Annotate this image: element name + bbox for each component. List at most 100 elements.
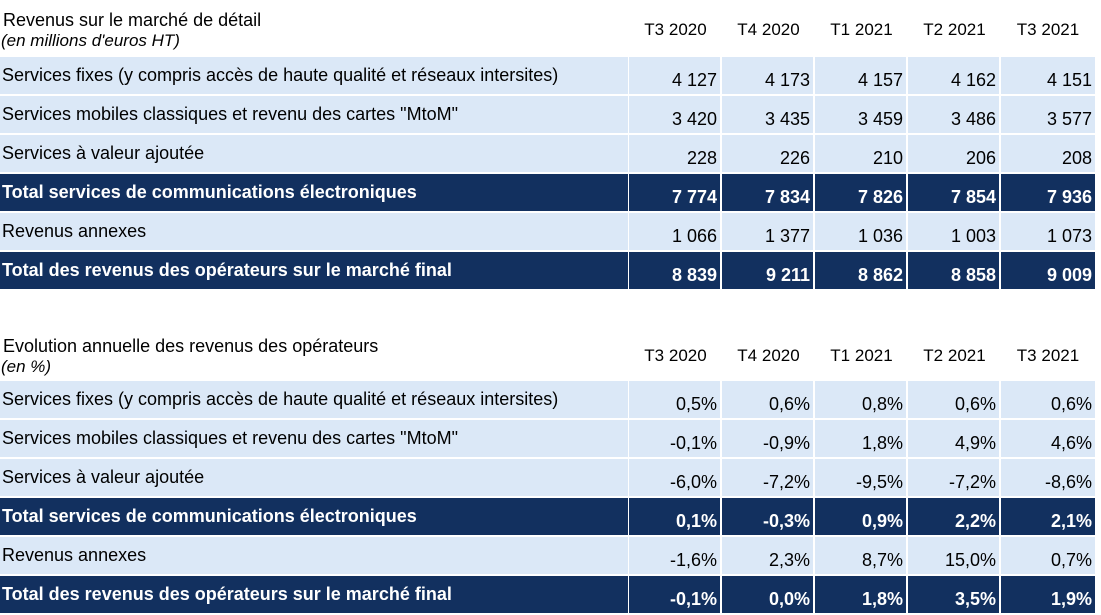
- table-subtitle: (en millions d'euros HT): [1, 30, 180, 50]
- row-label: Total services de communications électro…: [0, 498, 629, 537]
- row-label: Services à valeur ajoutée: [0, 459, 629, 498]
- cell-value: 7 826: [815, 174, 908, 213]
- column-header: T4 2020: [722, 2, 815, 57]
- column-header: T1 2021: [815, 2, 908, 57]
- cell-value: 0,1%: [629, 498, 722, 537]
- cell-value: 9 211: [722, 252, 815, 291]
- table-title: Revenus sur le marché de détail: [3, 9, 262, 30]
- table-row: Services à valeur ajoutée 228 226 210 206 208: [0, 135, 1095, 174]
- cell-value: 0,6%: [722, 381, 815, 420]
- table-header-row: Evolution annuelle des revenus des opéra…: [0, 330, 1095, 381]
- table-row: Services fixes (y compris accès de haute…: [0, 381, 1095, 420]
- column-header: T2 2021: [908, 330, 1001, 381]
- table-title: Evolution annuelle des revenus des opéra…: [3, 335, 379, 356]
- cell-value: 15,0%: [908, 537, 1001, 576]
- cell-value: 1,8%: [815, 420, 908, 459]
- cell-value: 8 858: [908, 252, 1001, 291]
- cell-value: 1 036: [815, 213, 908, 252]
- cell-value: 0,6%: [908, 381, 1001, 420]
- cell-value: 226: [722, 135, 815, 174]
- row-label: Revenus annexes: [0, 213, 629, 252]
- table-row: Total des revenus des opérateurs sur le …: [0, 252, 1095, 291]
- table-row: Total des revenus des opérateurs sur le …: [0, 576, 1095, 615]
- row-label: Services à valeur ajoutée: [0, 135, 629, 174]
- cell-value: 0,0%: [722, 576, 815, 615]
- cell-value: 210: [815, 135, 908, 174]
- cell-value: 9 009: [1001, 252, 1095, 291]
- cell-value: 4,9%: [908, 420, 1001, 459]
- column-header: T3 2020: [629, 2, 722, 57]
- cell-value: 0,9%: [815, 498, 908, 537]
- cell-value: 7 834: [722, 174, 815, 213]
- cell-value: 206: [908, 135, 1001, 174]
- cell-value: 3 459: [815, 96, 908, 135]
- cell-value: 0,7%: [1001, 537, 1095, 576]
- cell-value: 3 435: [722, 96, 815, 135]
- row-label: Services mobiles classiques et revenu de…: [0, 420, 629, 459]
- cell-value: 2,1%: [1001, 498, 1095, 537]
- row-label: Total des revenus des opérateurs sur le …: [0, 576, 629, 615]
- evolution-table-body: Evolution annuelle des revenus des opéra…: [0, 330, 1095, 615]
- cell-value: 8,7%: [815, 537, 908, 576]
- cell-value: 228: [629, 135, 722, 174]
- cell-value: -6,0%: [629, 459, 722, 498]
- cell-value: 3,5%: [908, 576, 1001, 615]
- revenue-table: Revenus sur le marché de détail (en milli…: [0, 2, 1095, 291]
- row-label: Total des revenus des opérateurs sur le …: [0, 252, 629, 291]
- table-row: Revenus annexes -1,6% 2,3% 8,7% 15,0% 0,7%: [0, 537, 1095, 576]
- cell-value: 0,6%: [1001, 381, 1095, 420]
- cell-value: 3 486: [908, 96, 1001, 135]
- row-label: Services fixes (y compris accès de haute…: [0, 57, 629, 96]
- cell-value: 2,2%: [908, 498, 1001, 537]
- cell-value: -8,6%: [1001, 459, 1095, 498]
- cell-value: 7 854: [908, 174, 1001, 213]
- cell-value: -7,2%: [908, 459, 1001, 498]
- cell-value: 4 127: [629, 57, 722, 96]
- cell-value: 8 839: [629, 252, 722, 291]
- table-row: Services fixes (y compris accès de haute…: [0, 57, 1095, 96]
- cell-value: -0,9%: [722, 420, 815, 459]
- cell-value: 2,3%: [722, 537, 815, 576]
- column-header: T2 2021: [908, 2, 1001, 57]
- column-header: T4 2020: [722, 330, 815, 381]
- cell-value: 1,9%: [1001, 576, 1095, 615]
- cell-value: 208: [1001, 135, 1095, 174]
- column-header: T3 2021: [1001, 2, 1095, 57]
- cell-value: 0,8%: [815, 381, 908, 420]
- table-row: Revenus annexes 1 066 1 377 1 036 1 003 1 073: [0, 213, 1095, 252]
- table-header-row: Revenus sur le marché de détail (en milli…: [0, 2, 1095, 57]
- table-row: Services mobiles classiques et revenu de…: [0, 420, 1095, 459]
- evolution-table: Evolution annuelle des revenus des opéra…: [0, 330, 1095, 615]
- table-subtitle: (en %): [1, 356, 52, 376]
- cell-value: 1 377: [722, 213, 815, 252]
- table-row: Total services de communications électro…: [0, 498, 1095, 537]
- cell-value: 4,6%: [1001, 420, 1095, 459]
- table-row: Services à valeur ajoutée -6,0% -7,2% -9,5%…: [0, 459, 1095, 498]
- cell-value: 4 173: [722, 57, 815, 96]
- cell-value: 8 862: [815, 252, 908, 291]
- cell-value: 1 073: [1001, 213, 1095, 252]
- cell-value: 1 066: [629, 213, 722, 252]
- cell-value: -0,3%: [722, 498, 815, 537]
- row-label: Services mobiles classiques et revenu de…: [0, 96, 629, 135]
- column-header: T3 2021: [1001, 330, 1095, 381]
- cell-value: -7,2%: [722, 459, 815, 498]
- cell-value: 3 420: [629, 96, 722, 135]
- row-label: Services fixes (y compris accès de haute…: [0, 381, 629, 420]
- cell-value: 0,5%: [629, 381, 722, 420]
- revenue-table-body: Revenus sur le marché de détail (en milli…: [0, 2, 1095, 291]
- cell-value: -1,6%: [629, 537, 722, 576]
- cell-value: -9,5%: [815, 459, 908, 498]
- cell-value: 4 151: [1001, 57, 1095, 96]
- row-label: Revenus annexes: [0, 537, 629, 576]
- table-row: Total services de communications électro…: [0, 174, 1095, 213]
- table-row: Services mobiles classiques et revenu de…: [0, 96, 1095, 135]
- cell-value: -0,1%: [629, 420, 722, 459]
- cell-value: 3 577: [1001, 96, 1095, 135]
- cell-value: 4 162: [908, 57, 1001, 96]
- table-title-cell: Evolution annuelle des revenus des opéra…: [0, 330, 629, 381]
- table-title-cell: Revenus sur le marché de détail (en milli…: [0, 2, 629, 57]
- cell-value: 7 936: [1001, 174, 1095, 213]
- cell-value: 7 774: [629, 174, 722, 213]
- column-header: T1 2021: [815, 330, 908, 381]
